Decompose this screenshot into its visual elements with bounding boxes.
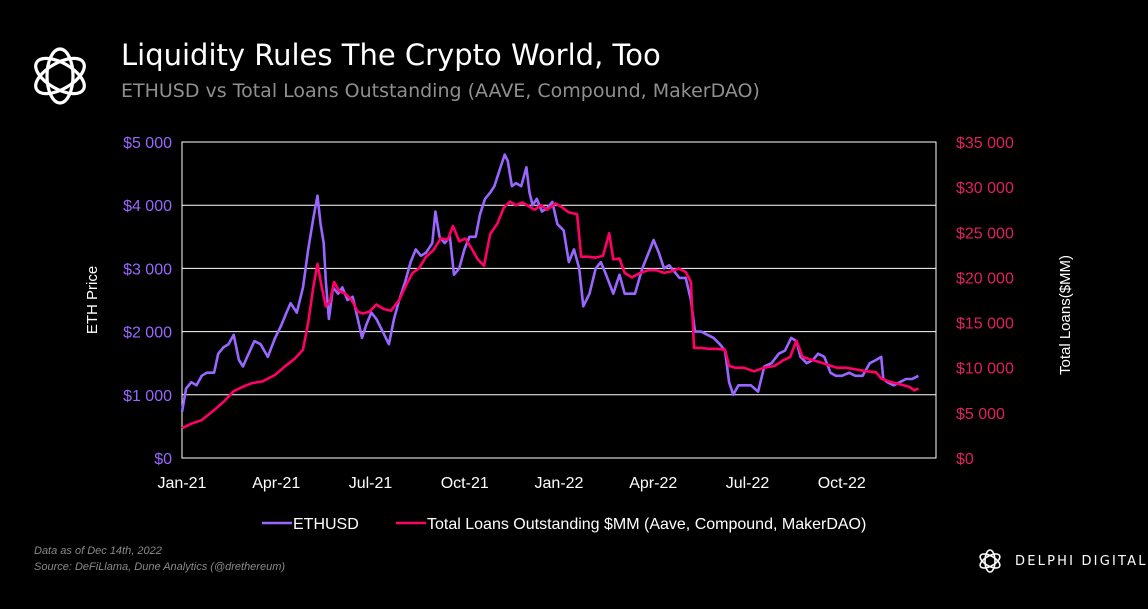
left-axis-tick-label: $4 000 bbox=[123, 198, 172, 215]
right-axis-tick-label: $15 000 bbox=[956, 316, 1014, 333]
right-axis-tick-label: $25 000 bbox=[956, 225, 1014, 242]
brand-name: DELPHI DIGITAL bbox=[1015, 553, 1148, 569]
left-axis-tick-label: $0 bbox=[154, 451, 172, 468]
right-axis-tick-label: $5 000 bbox=[956, 406, 1005, 423]
source-note: Source: DeFiLlama, Dune Analytics (@dret… bbox=[34, 561, 286, 573]
delphi-knot-logo-icon bbox=[979, 549, 1001, 573]
right-axis-tick-label: $30 000 bbox=[956, 180, 1014, 197]
left-axis-tick-label: $3 000 bbox=[123, 261, 172, 278]
left-axis-tick-label: $5 000 bbox=[123, 135, 172, 152]
right-axis-tick-label: $20 000 bbox=[956, 270, 1014, 287]
right-axis-tick-label: $35 000 bbox=[956, 135, 1014, 152]
x-axis-tick-label: Oct-22 bbox=[818, 475, 866, 492]
legend-label: Total Loans Outstanding $MM (Aave, Compo… bbox=[427, 516, 866, 533]
brand-mark: DELPHI DIGITAL bbox=[975, 546, 1148, 576]
legend-label: ETHUSD bbox=[293, 516, 359, 533]
plot-frame bbox=[181, 141, 937, 459]
loans-line bbox=[181, 200, 919, 430]
right-axis-tick-label: $10 000 bbox=[956, 361, 1014, 378]
right-axis-tick-label: $0 bbox=[956, 451, 974, 468]
x-axis-tick-label: Jan-22 bbox=[535, 475, 584, 492]
x-axis-tick-label: Jul-21 bbox=[349, 475, 393, 492]
left-axis-tick-label: $2 000 bbox=[123, 325, 172, 342]
x-axis-tick-label: Apr-21 bbox=[252, 475, 300, 492]
x-axis-tick-label: Apr-22 bbox=[629, 475, 677, 492]
left-axis-tick-label: $1 000 bbox=[123, 388, 172, 405]
ethusd-line bbox=[180, 153, 919, 413]
data-date-note: Data as of Dec 14th, 2022 bbox=[34, 545, 162, 557]
x-axis-tick-label: Jul-22 bbox=[726, 475, 770, 492]
left-axis-title: ETH Price bbox=[84, 266, 101, 334]
delphi-logo-icon bbox=[34, 47, 86, 105]
x-axis-tick-label: Jan-21 bbox=[158, 475, 207, 492]
right-axis-title: Total Loans($MM) bbox=[1057, 255, 1074, 375]
chart-subtitle: ETHUSD vs Total Loans Outstanding (AAVE,… bbox=[121, 80, 760, 102]
x-axis-tick-label: Oct-21 bbox=[441, 475, 489, 492]
chart-title: Liquidity Rules The Crypto World, Too bbox=[121, 38, 661, 72]
